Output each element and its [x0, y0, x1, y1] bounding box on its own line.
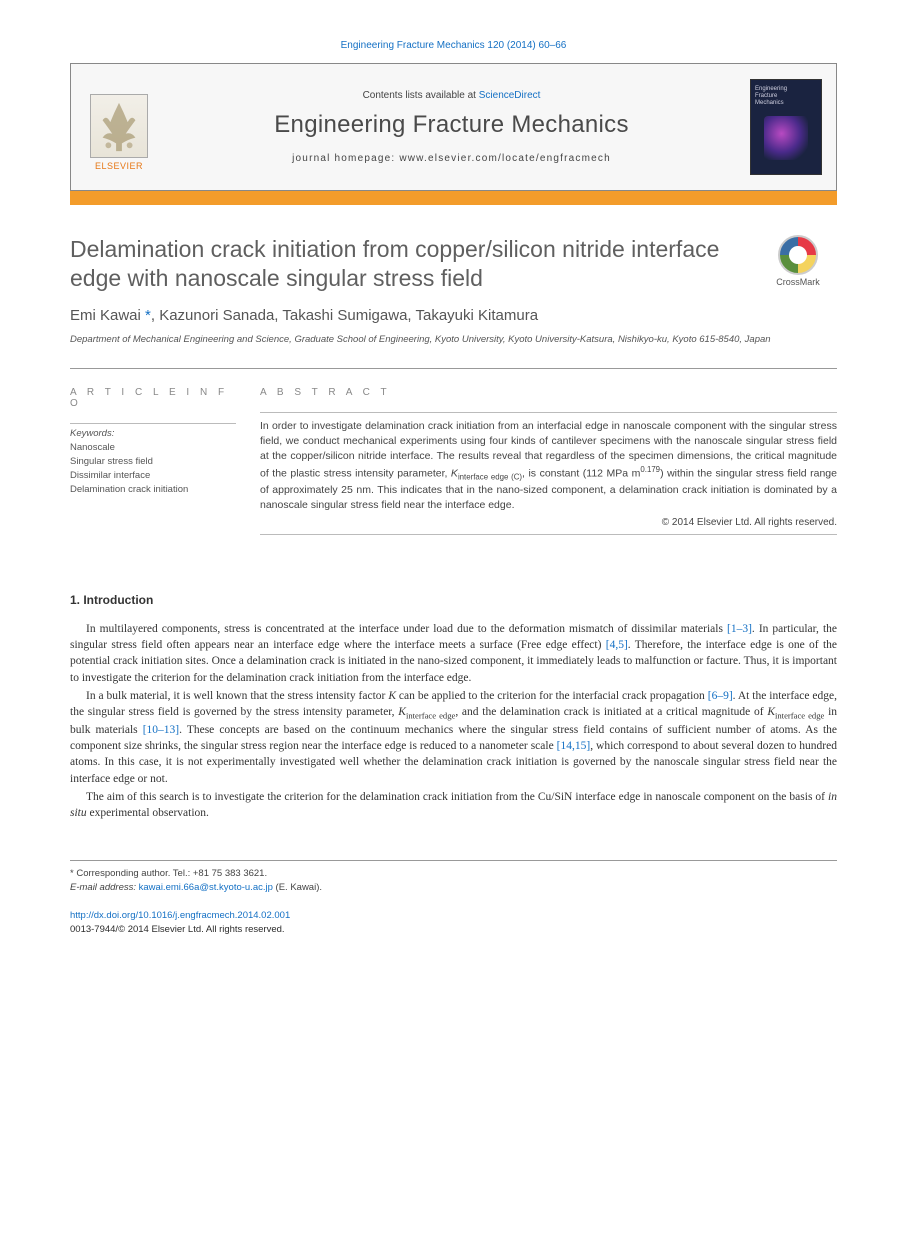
section-1-heading: 1. Introduction [70, 593, 837, 607]
keyword-1: Singular stress field [70, 455, 236, 469]
keyword-2: Dissimilar interface [70, 469, 236, 483]
keyword-0: Nanoscale [70, 441, 236, 455]
elsevier-text: ELSEVIER [95, 161, 143, 171]
article-title: Delamination crack initiation from coppe… [70, 235, 759, 293]
elsevier-logo: ELSEVIER [85, 83, 153, 171]
cover-t3: Mechanics [755, 100, 817, 107]
homepage-label: journal homepage: [292, 153, 399, 164]
cover-title: Engineering Fracture Mechanics [755, 86, 817, 108]
doi-link[interactable]: http://dx.doi.org/10.1016/j.engfracmech.… [70, 910, 290, 921]
abstract-col: A B S T R A C T In order to investigate … [260, 387, 837, 534]
crossmark-badge[interactable]: CrossMark [759, 235, 837, 287]
header-center: Contents lists available at ScienceDirec… [153, 90, 750, 164]
article-info-heading: A R T I C L E I N F O [70, 387, 236, 409]
corresponding-author: * Corresponding author. Tel.: +81 75 383… [70, 867, 837, 881]
crossmark-icon [778, 235, 818, 275]
title-row: Delamination crack initiation from coppe… [70, 235, 837, 293]
journal-homepage: journal homepage: www.elsevier.com/locat… [173, 153, 730, 164]
citation-line: Engineering Fracture Mechanics 120 (2014… [70, 40, 837, 51]
abstract-copyright: © 2014 Elsevier Ltd. All rights reserved… [260, 517, 837, 535]
authors: Emi Kawai *, Kazunori Sanada, Takashi Su… [70, 307, 837, 324]
abstract-text: In order to investigate delamination cra… [260, 412, 837, 512]
email-label: E-mail address: [70, 882, 139, 893]
issn-line: 0013-7944/© 2014 Elsevier Ltd. All right… [70, 923, 837, 936]
cover-t2: Fracture [755, 93, 817, 100]
email-line: E-mail address: kawai.emi.66a@st.kyoto-u… [70, 881, 837, 895]
journal-header: ELSEVIER Contents lists available at Sci… [70, 63, 837, 191]
journal-name: Engineering Fracture Mechanics [173, 111, 730, 139]
orange-bar [70, 191, 837, 205]
email-link[interactable]: kawai.emi.66a@st.kyoto-u.ac.jp [139, 882, 273, 893]
keyword-3: Delamination crack initiation [70, 483, 236, 497]
footer: * Corresponding author. Tel.: +81 75 383… [70, 860, 837, 896]
abstract-heading: A B S T R A C T [260, 387, 837, 398]
cover-t1: Engineering [755, 86, 817, 93]
para-2: In a bulk material, it is well known tha… [70, 688, 837, 787]
homepage-url[interactable]: www.elsevier.com/locate/engfracmech [399, 153, 611, 164]
contents-lists: Contents lists available at ScienceDirec… [173, 90, 730, 101]
contents-prefix: Contents lists available at [363, 90, 479, 101]
email-suffix: (E. Kawai). [273, 882, 322, 893]
article-info: A R T I C L E I N F O Keywords: Nanoscal… [70, 387, 260, 534]
keywords-label: Keywords: [70, 423, 236, 439]
sciencedirect-link[interactable]: ScienceDirect [479, 90, 541, 101]
cover-art [764, 116, 808, 160]
para-3: The aim of this search is to investigate… [70, 789, 837, 822]
para-1: In multilayered components, stress is co… [70, 621, 837, 686]
info-abstract-row: A R T I C L E I N F O Keywords: Nanoscal… [70, 368, 837, 534]
affiliation: Department of Mechanical Engineering and… [70, 334, 837, 347]
doi-block: http://dx.doi.org/10.1016/j.engfracmech.… [70, 909, 837, 936]
crossmark-label: CrossMark [776, 277, 820, 287]
journal-cover: Engineering Fracture Mechanics [750, 79, 822, 175]
elsevier-tree-icon [90, 94, 148, 158]
